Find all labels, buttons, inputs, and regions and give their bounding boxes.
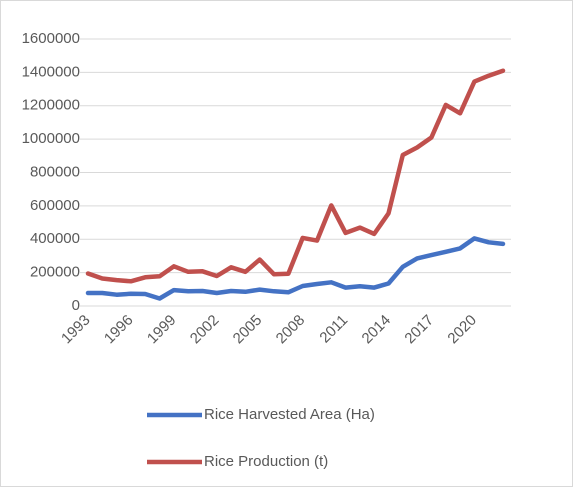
series-line — [85, 68, 506, 284]
y-tick-label: 800000 — [30, 163, 80, 180]
series-line — [85, 236, 506, 301]
y-tick-label: 400000 — [30, 230, 80, 247]
y-tick-label: 0 — [72, 297, 80, 314]
y-tick-label: 200000 — [30, 264, 80, 281]
y-tick-label: 1400000 — [22, 63, 80, 80]
legend-label: Rice Harvested Area (Ha) — [204, 406, 375, 423]
y-tick-label: 1600000 — [22, 30, 80, 47]
y-tick-label: 1200000 — [22, 97, 80, 114]
y-tick-label: 1000000 — [22, 130, 80, 147]
legend-label: Rice Production (t) — [204, 453, 328, 470]
y-tick-label: 600000 — [30, 197, 80, 214]
